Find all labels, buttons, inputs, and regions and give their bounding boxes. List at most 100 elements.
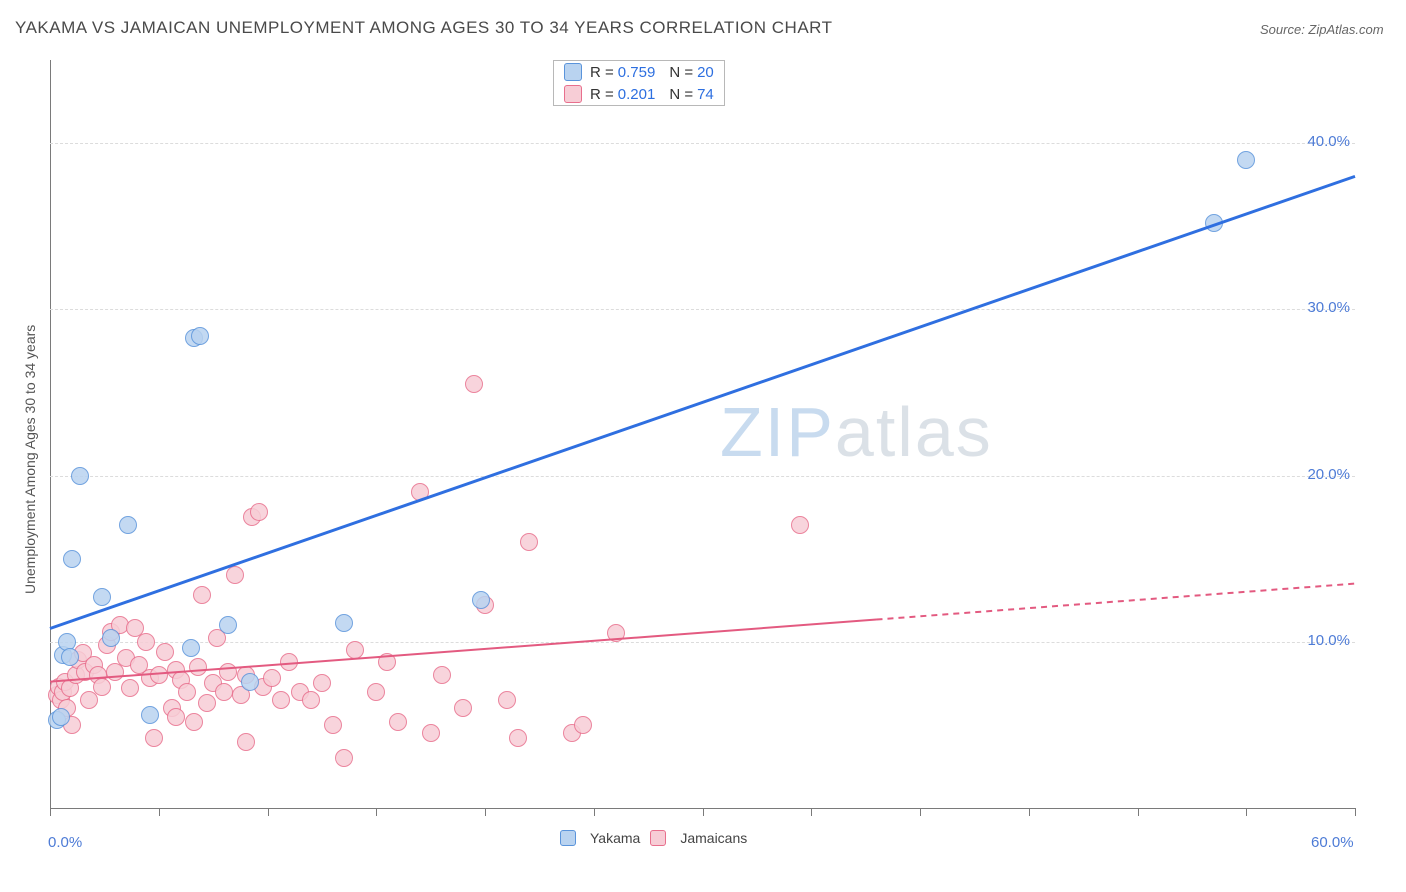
gridline-10 <box>50 642 1355 643</box>
y-tick-label-20: 20.0% <box>1295 466 1350 483</box>
point-yakama <box>182 639 200 657</box>
point-jamaicans <box>150 666 168 684</box>
y-axis-label: Unemployment Among Ages 30 to 34 years <box>22 325 38 594</box>
stats-legend-box: R = 0.759 N = 20 R = 0.201 N = 74 <box>553 60 725 106</box>
swatch-yakama <box>560 830 576 846</box>
point-jamaicans <box>121 679 139 697</box>
stat-r-yakama: 0.759 <box>618 64 656 81</box>
trendline-yakama <box>0 0 1406 892</box>
point-jamaicans <box>607 624 625 642</box>
point-yakama <box>1237 151 1255 169</box>
point-jamaicans <box>263 669 281 687</box>
x-tick-label-60: 60.0% <box>1311 834 1354 851</box>
point-jamaicans <box>185 713 203 731</box>
point-jamaicans <box>520 533 538 551</box>
x-tick-35 <box>811 808 812 816</box>
point-yakama <box>61 648 79 666</box>
point-jamaicans <box>411 483 429 501</box>
y-tick-label-10: 10.0% <box>1295 632 1350 649</box>
stats-row-jamaicans: R = 0.201 N = 74 <box>554 83 724 105</box>
point-jamaicans <box>509 729 527 747</box>
point-jamaicans <box>433 666 451 684</box>
point-jamaicans <box>498 691 516 709</box>
point-jamaicans <box>574 716 592 734</box>
point-jamaicans <box>324 716 342 734</box>
point-yakama <box>52 708 70 726</box>
chart-title: YAKAMA VS JAMAICAN UNEMPLOYMENT AMONG AG… <box>15 18 833 38</box>
source-label: Source: <box>1260 22 1308 37</box>
stat-n-label: N = <box>669 64 693 81</box>
point-yakama <box>141 706 159 724</box>
point-jamaicans <box>280 653 298 671</box>
point-jamaicans <box>791 516 809 534</box>
point-yakama <box>119 516 137 534</box>
point-jamaicans <box>189 658 207 676</box>
y-tick-label-40: 40.0% <box>1295 133 1350 150</box>
x-tick-label-0: 0.0% <box>48 834 82 851</box>
point-jamaicans <box>272 691 290 709</box>
x-tick-30 <box>703 808 704 816</box>
point-jamaicans <box>454 699 472 717</box>
gridline-20 <box>50 476 1355 477</box>
stat-r-label: R = <box>590 64 614 81</box>
point-yakama <box>1205 214 1223 232</box>
x-tick-15 <box>376 808 377 816</box>
point-jamaicans <box>178 683 196 701</box>
point-yakama <box>472 591 490 609</box>
x-tick-50 <box>1138 808 1139 816</box>
swatch-jamaicans <box>564 85 582 103</box>
point-jamaicans <box>367 683 385 701</box>
point-yakama <box>63 550 81 568</box>
x-tick-25 <box>594 808 595 816</box>
stats-row-yakama: R = 0.759 N = 20 <box>554 61 724 83</box>
x-tick-55 <box>1246 808 1247 816</box>
gridline-30 <box>50 309 1355 310</box>
swatch-yakama <box>564 63 582 81</box>
point-yakama <box>71 467 89 485</box>
point-jamaicans <box>137 633 155 651</box>
point-jamaicans <box>237 733 255 751</box>
stat-r-jamaicans: 0.201 <box>618 86 656 103</box>
point-jamaicans <box>465 375 483 393</box>
point-yakama <box>93 588 111 606</box>
point-jamaicans <box>193 586 211 604</box>
point-yakama <box>102 629 120 647</box>
watermark-part1: ZIP <box>720 393 835 471</box>
point-yakama <box>335 614 353 632</box>
point-yakama <box>241 673 259 691</box>
source-value: ZipAtlas.com <box>1308 22 1383 37</box>
point-yakama <box>191 327 209 345</box>
x-tick-20 <box>485 808 486 816</box>
point-jamaicans <box>389 713 407 731</box>
point-jamaicans <box>167 708 185 726</box>
y-tick-label-30: 30.0% <box>1295 299 1350 316</box>
x-tick-45 <box>1029 808 1030 816</box>
watermark-part2: atlas <box>835 393 993 471</box>
x-tick-5 <box>159 808 160 816</box>
swatch-jamaicans <box>650 830 666 846</box>
legend-item-yakama: Yakama <box>560 830 640 846</box>
point-jamaicans <box>215 683 233 701</box>
point-jamaicans <box>422 724 440 742</box>
point-jamaicans <box>219 663 237 681</box>
point-jamaicans <box>378 653 396 671</box>
legend-label-yakama: Yakama <box>590 830 640 846</box>
bottom-legend: Yakama Jamaicans <box>560 830 747 846</box>
point-jamaicans <box>313 674 331 692</box>
point-jamaicans <box>198 694 216 712</box>
point-yakama <box>219 616 237 634</box>
watermark: ZIPatlas <box>720 392 993 472</box>
trendline-jamaicans <box>0 0 1406 892</box>
point-jamaicans <box>156 643 174 661</box>
stat-n-label: N = <box>669 86 693 103</box>
x-tick-0 <box>50 808 51 816</box>
x-tick-40 <box>920 808 921 816</box>
x-tick-10 <box>268 808 269 816</box>
chart-source: Source: ZipAtlas.com <box>1260 22 1384 37</box>
point-jamaicans <box>335 749 353 767</box>
point-jamaicans <box>226 566 244 584</box>
stat-r-label: R = <box>590 86 614 103</box>
point-jamaicans <box>346 641 364 659</box>
x-tick-60 <box>1355 808 1356 816</box>
point-jamaicans <box>93 678 111 696</box>
